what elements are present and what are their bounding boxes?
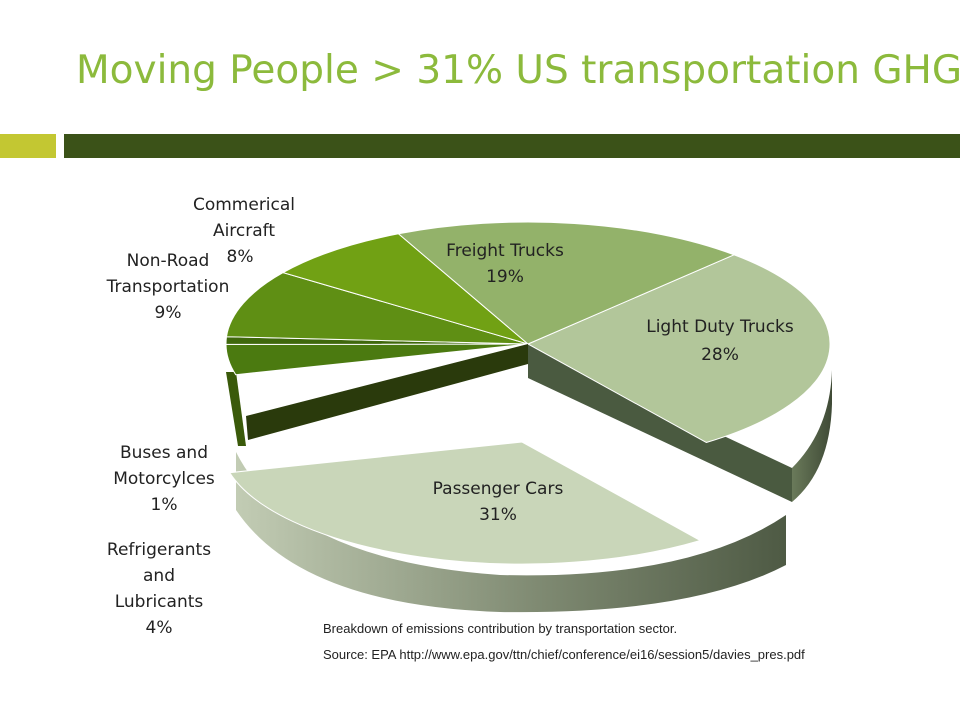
passenger-cars-slice (228, 441, 702, 565)
light-duty-trucks-rim (792, 370, 832, 502)
slide-title: Moving People > 31% US transportation GH… (76, 48, 960, 93)
commercial-aircraft-slice (281, 233, 529, 345)
refrigerants-label: Refrigerants and Lubricants 4% (96, 537, 222, 641)
title-divider-bar (64, 134, 960, 158)
chart-source: Source: EPA http://www.epa.gov/ttn/chief… (323, 647, 805, 662)
passenger-cars-value: 31% (479, 505, 517, 525)
non-road-value: 9% (154, 303, 182, 323)
refrigerants-line2: and (143, 566, 175, 586)
slice-labels: Freight Trucks 19% Light Duty Trucks 28%… (433, 241, 794, 525)
light-duty-trucks-slice (526, 254, 831, 444)
refrigerants-value: 4% (145, 618, 173, 638)
freight-trucks-slice (397, 221, 736, 345)
passenger-cars-group (228, 441, 786, 613)
commercial-aircraft-label: Commerical Aircraft 8% (185, 192, 303, 270)
freight-trucks-label: Freight Trucks (446, 241, 564, 261)
commercial-aircraft-line1: Commerical (192, 195, 296, 215)
freight-trucks-value: 19% (486, 267, 524, 287)
refrigerants-line3: Lubricants (114, 592, 204, 612)
light-duty-trucks-value: 28% (701, 345, 739, 365)
commercial-aircraft-value: 8% (226, 247, 254, 267)
non-road-line1: Non-Road (126, 251, 210, 271)
non-road-slice (225, 272, 529, 345)
non-road-side (226, 372, 246, 446)
light-duty-trucks-label: Light Duty Trucks (646, 317, 794, 337)
non-road-label: Non-Road Transportation 9% (96, 248, 240, 326)
buses-value: 1% (150, 495, 178, 515)
buses-line2: Motorcylces (113, 469, 215, 489)
light-duty-trucks-side (528, 344, 792, 502)
commercial-aircraft-line2: Aircraft (212, 221, 276, 241)
title-accent-bar (0, 134, 56, 158)
non-road-line2: Transportation (106, 277, 230, 297)
pie-main-group (226, 344, 832, 502)
pie-slices (225, 221, 831, 444)
passenger-cars-side (236, 452, 786, 613)
passenger-cars-label: Passenger Cars (433, 479, 564, 499)
buses-line1: Buses and (120, 443, 208, 463)
refrigerants-line1: Refrigerants (106, 540, 212, 560)
chart-caption: Breakdown of emissions contribution by t… (323, 621, 678, 636)
buses-label: Buses and Motorcylces 1% (102, 440, 226, 518)
pie-inner-wall (246, 344, 528, 440)
